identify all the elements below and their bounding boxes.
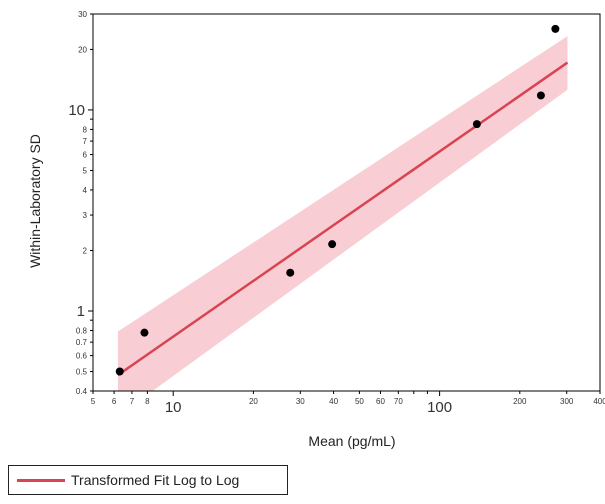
scatter-chart: 5 6 7 8 10 20 30 40 50 60 70 100 200 300 400 0.4 0.5 0.6… (27, 10, 605, 449)
y-tick-label: 3 (83, 211, 88, 220)
y-tick-label: 30 (78, 10, 87, 19)
x-tick-label: 20 (249, 397, 258, 406)
x-tick-label: 30 (296, 397, 305, 406)
y-tick-label: 8 (83, 125, 88, 134)
confidence-band (117, 36, 568, 391)
plot-frame (92, 13, 601, 392)
fit-line (117, 61, 569, 377)
y-tick-label: 0.7 (76, 338, 88, 347)
data-point (551, 24, 560, 33)
y-tick-label: 20 (78, 45, 87, 54)
y-tick-label: 0.6 (76, 352, 88, 361)
x-tick-label: 60 (376, 397, 385, 406)
legend-line-swatch (17, 478, 65, 482)
data-point (286, 268, 295, 277)
y-tick-label: 0.4 (76, 387, 88, 396)
data-point (536, 91, 545, 100)
y-tick-label: 0.8 (76, 326, 88, 335)
y-tick-label: 10 (68, 102, 85, 119)
y-tick-label: 2 (83, 246, 88, 255)
x-tick-label: 70 (394, 397, 403, 406)
x-tick-label: 100 (427, 399, 452, 416)
legend-label: Transformed Fit Log to Log (71, 472, 240, 488)
x-tick-label: 40 (329, 397, 338, 406)
y-tick-label: 5 (83, 166, 88, 175)
y-tick-label: 0.5 (76, 368, 88, 377)
x-tick-label: 200 (513, 397, 527, 406)
x-axis-title: Mean (pg/mL) (308, 433, 395, 449)
x-tick-label: 10 (165, 399, 182, 416)
y-tick-label: 4 (83, 186, 88, 195)
x-tick-label: 300 (560, 397, 574, 406)
y-tick-label: 1 (77, 303, 85, 320)
y-tick-label: 7 (83, 137, 88, 146)
y-tick-label: 6 (83, 151, 88, 160)
x-tick-label: 50 (355, 397, 364, 406)
x-tick-label: 8 (145, 397, 150, 406)
x-tick-label: 6 (112, 397, 117, 406)
data-point (472, 120, 481, 129)
data-point (140, 328, 149, 337)
y-axis-title: Within-Laboratory SD (27, 134, 43, 268)
data-point (328, 240, 337, 249)
legend: Transformed Fit Log to Log (8, 465, 288, 495)
x-tick-label: 7 (130, 397, 135, 406)
data-point (115, 367, 124, 376)
x-tick-label: 400 (593, 397, 605, 406)
x-tick-label: 5 (91, 397, 96, 406)
